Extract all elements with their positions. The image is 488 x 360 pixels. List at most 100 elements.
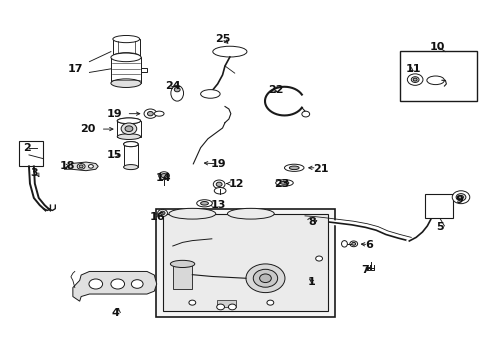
Circle shape bbox=[228, 304, 236, 310]
Text: 9: 9 bbox=[454, 195, 462, 205]
Text: 16: 16 bbox=[149, 212, 165, 221]
Ellipse shape bbox=[123, 141, 138, 147]
Circle shape bbox=[88, 165, 93, 168]
Circle shape bbox=[351, 242, 355, 245]
Ellipse shape bbox=[214, 188, 225, 194]
Ellipse shape bbox=[200, 202, 208, 205]
Bar bbox=[19, 141, 42, 166]
Circle shape bbox=[213, 180, 224, 189]
Circle shape bbox=[160, 211, 164, 215]
Text: 10: 10 bbox=[429, 42, 445, 52]
Text: 5: 5 bbox=[435, 222, 443, 231]
Text: 6: 6 bbox=[365, 240, 372, 250]
Ellipse shape bbox=[212, 46, 246, 57]
Ellipse shape bbox=[284, 164, 304, 171]
Text: 2: 2 bbox=[22, 143, 30, 153]
Bar bbox=[113, 39, 140, 56]
Circle shape bbox=[158, 210, 167, 217]
Ellipse shape bbox=[113, 36, 140, 42]
Ellipse shape bbox=[123, 141, 138, 147]
Text: 22: 22 bbox=[267, 85, 283, 95]
Ellipse shape bbox=[200, 90, 220, 98]
Circle shape bbox=[131, 280, 143, 288]
Text: 4: 4 bbox=[111, 308, 119, 318]
Circle shape bbox=[121, 123, 137, 134]
Circle shape bbox=[301, 111, 309, 117]
Text: 25: 25 bbox=[215, 35, 230, 44]
Ellipse shape bbox=[154, 111, 163, 116]
Text: 20: 20 bbox=[80, 124, 96, 134]
Text: 15: 15 bbox=[107, 150, 122, 160]
Text: 23: 23 bbox=[273, 179, 288, 189]
Bar bbox=[399, 51, 476, 101]
Text: 11: 11 bbox=[405, 64, 420, 74]
Circle shape bbox=[245, 264, 285, 293]
Text: 7: 7 bbox=[361, 265, 368, 275]
Polygon shape bbox=[64, 162, 98, 171]
Text: 1: 1 bbox=[307, 277, 315, 287]
Circle shape bbox=[407, 74, 422, 85]
Text: 8: 8 bbox=[307, 217, 315, 227]
Ellipse shape bbox=[111, 79, 141, 87]
Text: 19: 19 bbox=[107, 109, 122, 119]
Circle shape bbox=[144, 109, 157, 118]
Text: 24: 24 bbox=[165, 81, 181, 91]
Ellipse shape bbox=[117, 134, 141, 139]
Bar bbox=[216, 300, 236, 307]
Bar bbox=[424, 194, 452, 218]
Circle shape bbox=[174, 87, 180, 92]
Ellipse shape bbox=[196, 200, 212, 207]
Ellipse shape bbox=[117, 118, 141, 124]
Ellipse shape bbox=[280, 181, 288, 184]
Text: 19: 19 bbox=[210, 159, 225, 169]
Bar bbox=[172, 264, 192, 289]
Circle shape bbox=[111, 279, 124, 289]
Circle shape bbox=[412, 78, 416, 81]
Circle shape bbox=[188, 300, 195, 305]
Text: 18: 18 bbox=[59, 161, 75, 171]
Circle shape bbox=[216, 182, 222, 186]
Bar bbox=[111, 57, 141, 83]
Circle shape bbox=[216, 304, 224, 310]
Bar bbox=[156, 210, 334, 317]
Circle shape bbox=[125, 126, 133, 132]
Circle shape bbox=[349, 241, 357, 247]
Ellipse shape bbox=[289, 166, 299, 170]
Circle shape bbox=[147, 112, 153, 116]
Text: 14: 14 bbox=[156, 173, 171, 183]
Ellipse shape bbox=[170, 260, 194, 267]
Ellipse shape bbox=[111, 53, 141, 62]
Text: 17: 17 bbox=[68, 64, 83, 74]
Circle shape bbox=[253, 269, 277, 287]
Ellipse shape bbox=[341, 240, 346, 247]
Circle shape bbox=[451, 191, 469, 204]
Circle shape bbox=[455, 194, 465, 201]
Ellipse shape bbox=[123, 165, 138, 170]
Bar bbox=[163, 214, 327, 311]
Bar bbox=[141, 68, 147, 72]
Polygon shape bbox=[73, 271, 157, 301]
Ellipse shape bbox=[275, 180, 293, 186]
Ellipse shape bbox=[426, 76, 444, 85]
Ellipse shape bbox=[117, 118, 141, 124]
Circle shape bbox=[259, 274, 271, 283]
Ellipse shape bbox=[168, 208, 215, 219]
Text: 21: 21 bbox=[312, 163, 327, 174]
Bar bbox=[123, 144, 138, 167]
Bar bbox=[117, 121, 141, 136]
Ellipse shape bbox=[227, 208, 274, 219]
Text: 3: 3 bbox=[30, 168, 38, 178]
Ellipse shape bbox=[170, 85, 183, 101]
Circle shape bbox=[410, 77, 418, 82]
Text: 13: 13 bbox=[210, 200, 225, 210]
Ellipse shape bbox=[113, 53, 140, 60]
Circle shape bbox=[77, 163, 85, 169]
Circle shape bbox=[458, 195, 463, 199]
Circle shape bbox=[158, 172, 169, 180]
Circle shape bbox=[266, 300, 273, 305]
Circle shape bbox=[79, 165, 83, 168]
Circle shape bbox=[315, 256, 322, 261]
Circle shape bbox=[161, 174, 166, 178]
Text: 12: 12 bbox=[228, 179, 244, 189]
Circle shape bbox=[89, 279, 102, 289]
